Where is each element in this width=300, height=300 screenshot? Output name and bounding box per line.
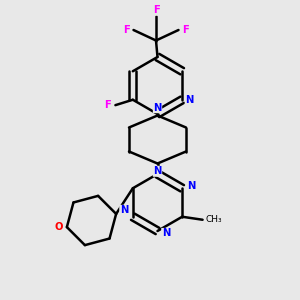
Text: N: N bbox=[162, 228, 170, 239]
Text: O: O bbox=[55, 222, 63, 232]
Text: N: N bbox=[120, 205, 128, 215]
Text: F: F bbox=[104, 100, 111, 110]
Text: N: N bbox=[153, 103, 162, 113]
Text: N: N bbox=[153, 166, 162, 176]
Text: CH₃: CH₃ bbox=[206, 215, 222, 224]
Text: F: F bbox=[182, 25, 188, 35]
Text: N: N bbox=[185, 95, 194, 105]
Text: N: N bbox=[187, 181, 195, 191]
Text: F: F bbox=[124, 25, 130, 35]
Text: F: F bbox=[153, 5, 159, 15]
